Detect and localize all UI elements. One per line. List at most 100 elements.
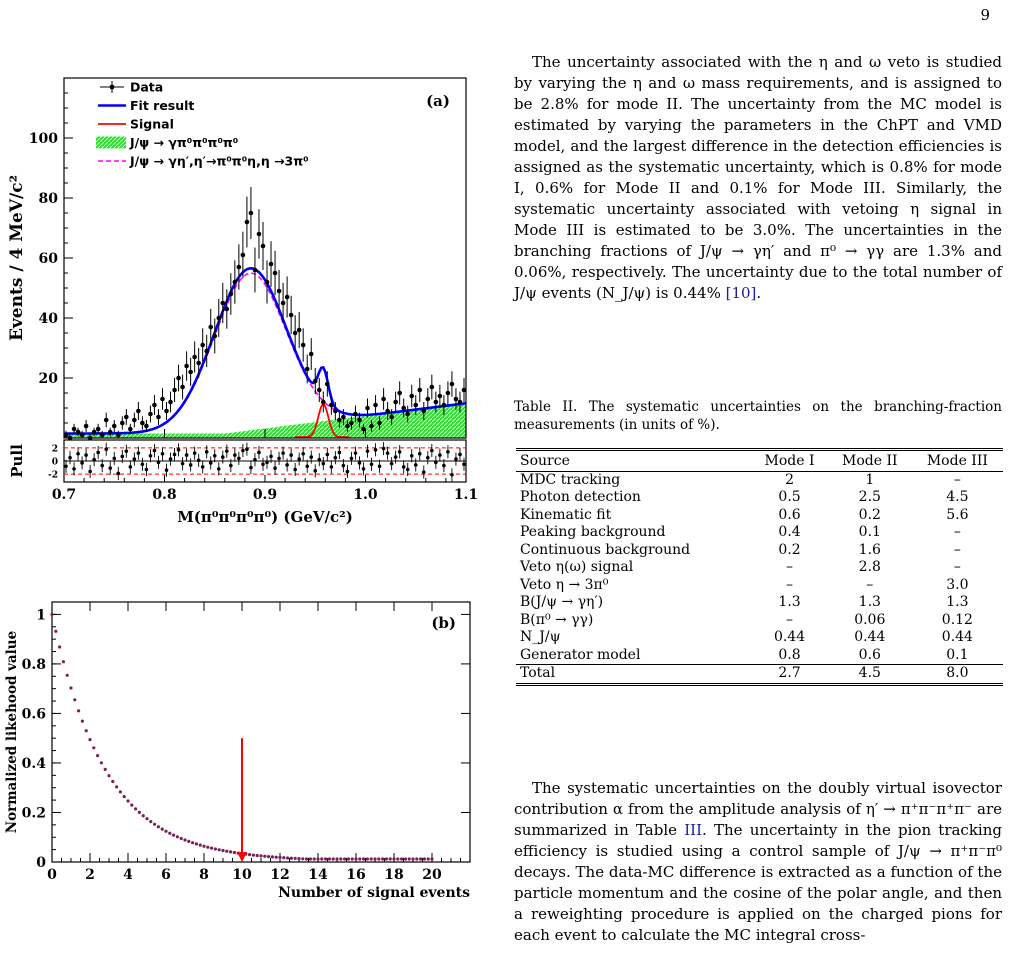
y-tick-label: 0.4 xyxy=(22,756,47,772)
data-point xyxy=(357,417,362,423)
legend-label: Data xyxy=(130,80,163,95)
likelihood-point xyxy=(331,857,335,861)
x-tick-label: 20 xyxy=(422,867,442,883)
likelihood-point xyxy=(160,827,164,831)
table-cell: – xyxy=(953,559,961,575)
data-point xyxy=(168,399,173,405)
likelihood-point xyxy=(99,761,103,765)
frame xyxy=(51,601,471,863)
likelihood-point xyxy=(73,698,77,702)
table-cell: – xyxy=(953,541,961,558)
pull-point xyxy=(409,453,414,458)
pull-point xyxy=(216,467,221,471)
data-point xyxy=(353,411,358,417)
data-point xyxy=(437,393,443,399)
table-cell: 0.4 xyxy=(778,524,801,540)
pull-point xyxy=(325,452,330,457)
table-cell: B(π⁰ → γγ) xyxy=(520,611,594,628)
table-cell: 0.44 xyxy=(773,629,806,645)
pull-point xyxy=(136,451,141,455)
data-point xyxy=(107,429,113,435)
data-point xyxy=(381,396,386,402)
data-point xyxy=(160,396,165,402)
pull-tick-label: -2 xyxy=(48,471,58,481)
data-point xyxy=(220,300,226,306)
likelihood-point xyxy=(153,822,157,826)
data-point xyxy=(128,426,133,432)
pull-point xyxy=(92,457,96,462)
x-tick-label: 12 xyxy=(270,867,289,883)
table-total-row: Total 2.7 4.5 8.0 xyxy=(516,664,1003,686)
data-point xyxy=(152,402,157,408)
data-point xyxy=(401,405,406,411)
likelihood-point xyxy=(343,857,347,861)
pull-point xyxy=(241,448,245,453)
pull-point xyxy=(192,451,197,455)
y-tick-label: 80 xyxy=(39,191,59,207)
pull-point xyxy=(450,472,454,477)
table-row: B(J/ψ → γη′) 1.3 1.3 1.3 xyxy=(516,594,1003,612)
table-cell: Peaking background xyxy=(520,524,666,540)
data-point xyxy=(349,420,354,426)
data-point xyxy=(176,375,181,381)
data-point xyxy=(172,387,177,393)
likelihood-point xyxy=(278,855,282,859)
pull-point xyxy=(329,465,334,469)
pull-point xyxy=(212,453,217,458)
legend-background-swatch xyxy=(96,136,126,149)
data-point xyxy=(248,210,254,216)
data-point xyxy=(111,423,117,429)
pull-point xyxy=(345,469,350,474)
likelihood-point xyxy=(365,857,369,861)
likelihood-point xyxy=(286,856,290,860)
data-point xyxy=(421,408,427,414)
likelihood-point xyxy=(415,857,419,861)
x-tick-label: 8 xyxy=(199,867,209,883)
likelihood-point xyxy=(232,850,236,855)
data-point xyxy=(132,417,137,423)
pull-point xyxy=(317,457,322,462)
likelihood-point xyxy=(400,857,404,861)
data-point xyxy=(308,351,314,357)
reference-link[interactable]: [10] xyxy=(725,284,757,302)
pull-point xyxy=(261,462,265,467)
likelihood-point xyxy=(149,820,153,824)
pull-point xyxy=(281,451,285,455)
table-link[interactable]: III xyxy=(684,821,702,839)
likelihood-point xyxy=(69,686,73,690)
pull-point xyxy=(100,463,104,468)
data-point xyxy=(71,426,77,432)
pull-point xyxy=(249,465,253,470)
likelihood-point xyxy=(407,857,411,861)
y-tick-label: 20 xyxy=(39,371,59,387)
data-point xyxy=(433,399,439,405)
table-cell: – xyxy=(786,611,794,628)
pull-point xyxy=(405,467,410,472)
data-point xyxy=(325,381,330,387)
likelihood-point xyxy=(206,845,210,849)
table-cell: 0.1 xyxy=(858,524,881,540)
table-cell: 0.5 xyxy=(778,489,801,505)
pull-point xyxy=(204,450,209,454)
likelihood-point xyxy=(111,779,115,784)
pull-point xyxy=(233,453,237,457)
data-point xyxy=(260,243,266,249)
table-cell: 1.3 xyxy=(778,594,801,610)
data-point xyxy=(156,414,161,420)
data-point xyxy=(240,252,246,258)
pull-point xyxy=(349,456,354,461)
likelihood-point xyxy=(145,817,149,821)
x-tick-label: 0.8 xyxy=(152,487,176,503)
data-point xyxy=(397,390,402,396)
data-point xyxy=(212,333,218,339)
likelihood-point xyxy=(358,857,362,861)
data-point xyxy=(361,426,366,432)
pull-point xyxy=(76,451,80,456)
data-point xyxy=(284,294,290,300)
likelihood-point xyxy=(103,767,107,771)
data-point xyxy=(91,429,97,435)
pull-point xyxy=(309,455,314,459)
data-point xyxy=(300,342,306,348)
table-cell: N_J/ψ xyxy=(520,629,561,645)
data-point xyxy=(264,279,270,285)
